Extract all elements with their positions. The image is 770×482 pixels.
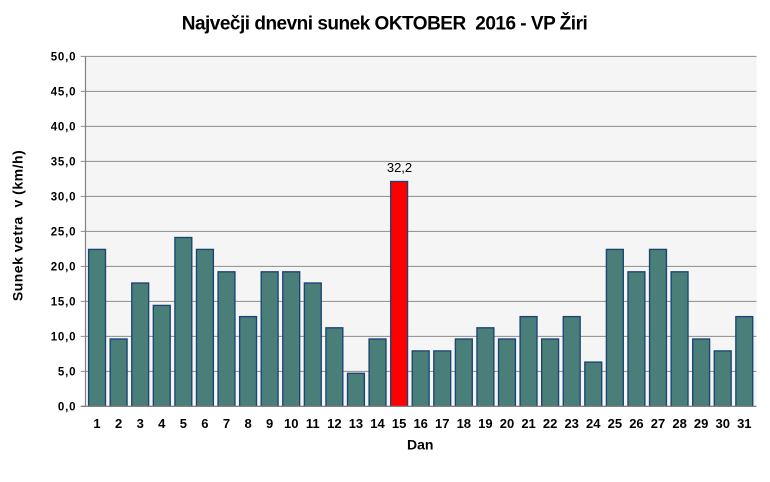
svg-text:35,0: 35,0 bbox=[51, 157, 77, 169]
svg-text:2: 2 bbox=[115, 416, 122, 431]
svg-text:27: 27 bbox=[651, 416, 665, 431]
svg-text:21: 21 bbox=[521, 416, 535, 431]
svg-text:13: 13 bbox=[349, 416, 363, 431]
svg-text:45,0: 45,0 bbox=[51, 87, 77, 99]
svg-text:19: 19 bbox=[478, 416, 492, 431]
svg-text:0,0: 0,0 bbox=[58, 402, 76, 414]
svg-text:25: 25 bbox=[608, 416, 622, 431]
svg-text:1: 1 bbox=[93, 416, 100, 431]
svg-text:29: 29 bbox=[694, 416, 708, 431]
svg-text:10: 10 bbox=[284, 416, 298, 431]
svg-text:6: 6 bbox=[201, 416, 208, 431]
svg-text:25,0: 25,0 bbox=[51, 227, 77, 239]
svg-text:5,0: 5,0 bbox=[58, 367, 76, 379]
svg-text:4: 4 bbox=[158, 416, 166, 431]
svg-text:Največji dnevni sunek OKTOBER: Največji dnevni sunek OKTOBER 2016 - VP … bbox=[182, 13, 588, 35]
svg-text:5: 5 bbox=[180, 416, 187, 431]
svg-text:40,0: 40,0 bbox=[51, 122, 77, 134]
svg-text:9: 9 bbox=[266, 416, 273, 431]
svg-text:Dan: Dan bbox=[407, 437, 433, 453]
svg-text:3: 3 bbox=[137, 416, 144, 431]
svg-text:15,0: 15,0 bbox=[51, 297, 77, 309]
svg-text:10,0: 10,0 bbox=[51, 332, 77, 344]
svg-text:32,2: 32,2 bbox=[387, 160, 412, 175]
svg-text:23: 23 bbox=[564, 416, 578, 431]
svg-text:14: 14 bbox=[370, 416, 385, 431]
svg-text:11: 11 bbox=[306, 416, 320, 431]
svg-text:17: 17 bbox=[435, 416, 449, 431]
svg-text:22: 22 bbox=[543, 416, 557, 431]
svg-text:12: 12 bbox=[327, 416, 341, 431]
svg-text:30: 30 bbox=[715, 416, 729, 431]
svg-text:31: 31 bbox=[737, 416, 751, 431]
svg-text:24: 24 bbox=[586, 416, 601, 431]
svg-text:18: 18 bbox=[457, 416, 471, 431]
svg-text:26: 26 bbox=[629, 416, 643, 431]
svg-text:28: 28 bbox=[672, 416, 686, 431]
svg-text:20: 20 bbox=[500, 416, 514, 431]
svg-text:7: 7 bbox=[223, 416, 230, 431]
svg-text:Sunek vetra v (km/h): Sunek vetra v (km/h) bbox=[9, 150, 25, 301]
svg-text:50,0: 50,0 bbox=[51, 52, 77, 64]
svg-text:30,0: 30,0 bbox=[51, 192, 77, 204]
svg-text:15: 15 bbox=[392, 416, 406, 431]
svg-text:8: 8 bbox=[244, 416, 251, 431]
svg-text:16: 16 bbox=[413, 416, 427, 431]
svg-text:20,0: 20,0 bbox=[51, 262, 77, 274]
